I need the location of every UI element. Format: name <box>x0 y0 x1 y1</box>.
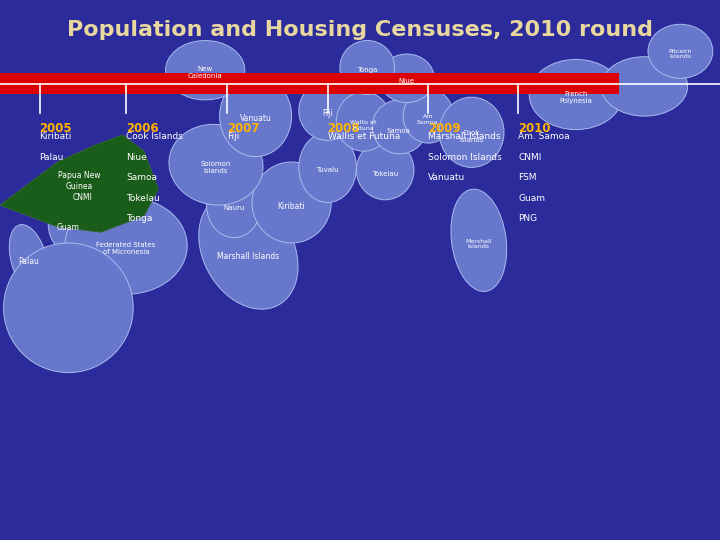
Ellipse shape <box>336 92 391 151</box>
Text: Niue: Niue <box>126 153 147 162</box>
Text: 2009: 2009 <box>428 122 461 134</box>
Ellipse shape <box>4 243 133 373</box>
Polygon shape <box>0 135 158 232</box>
Ellipse shape <box>356 140 414 200</box>
Text: 2006: 2006 <box>126 122 158 134</box>
FancyBboxPatch shape <box>0 73 619 94</box>
Ellipse shape <box>166 40 245 100</box>
Text: Papua New
Guinea: Papua New Guinea <box>58 171 101 191</box>
Text: 2010: 2010 <box>518 122 551 134</box>
Text: Samoa: Samoa <box>126 173 157 183</box>
Text: Tokelau: Tokelau <box>372 171 398 177</box>
Ellipse shape <box>648 24 713 78</box>
Text: Fiji: Fiji <box>323 109 333 118</box>
Text: Cook
Islands: Cook Islands <box>459 130 484 143</box>
Text: Federated States
of Micronesia: Federated States of Micronesia <box>96 242 156 255</box>
Text: Wallis et
Futuna: Wallis et Futuna <box>351 120 377 131</box>
Text: Guam: Guam <box>57 224 80 232</box>
Text: CNMI: CNMI <box>73 193 93 201</box>
Text: Guam: Guam <box>518 194 546 203</box>
Text: Palau: Palau <box>19 258 39 266</box>
Ellipse shape <box>61 159 104 230</box>
Ellipse shape <box>601 57 688 116</box>
Ellipse shape <box>220 76 292 157</box>
Text: Solomon
Islands: Solomon Islands <box>201 161 231 174</box>
Text: Am
Samoa: Am Samoa <box>417 114 438 125</box>
Text: Samoa: Samoa <box>386 127 410 134</box>
Ellipse shape <box>169 124 263 205</box>
Ellipse shape <box>372 100 427 154</box>
Text: 2008: 2008 <box>328 122 360 134</box>
Text: Wallis et Futuna: Wallis et Futuna <box>328 132 400 141</box>
Text: Marshall Islands: Marshall Islands <box>428 132 501 141</box>
Text: FSM: FSM <box>518 173 537 183</box>
Ellipse shape <box>451 189 507 292</box>
Ellipse shape <box>340 40 395 94</box>
Ellipse shape <box>48 197 89 251</box>
Text: Vanuatu: Vanuatu <box>240 114 271 123</box>
Text: CNMI: CNMI <box>518 153 541 162</box>
Ellipse shape <box>299 132 356 202</box>
Text: Marshall
Islands: Marshall Islands <box>466 239 492 249</box>
Text: Solomon Islands: Solomon Islands <box>428 153 502 162</box>
Text: Cook Islands: Cook Islands <box>126 132 183 141</box>
Text: Nauru: Nauru <box>223 205 245 211</box>
Text: Niue: Niue <box>399 78 415 84</box>
Text: Marshall Islands: Marshall Islands <box>217 252 279 261</box>
Text: Tonga: Tonga <box>357 67 377 73</box>
Text: Tonga: Tonga <box>126 214 153 224</box>
Ellipse shape <box>379 54 434 103</box>
Text: Population and Housing Censuses, 2010 round: Population and Housing Censuses, 2010 ro… <box>67 19 653 40</box>
Text: Am. Samoa: Am. Samoa <box>518 132 570 141</box>
Text: Palau: Palau <box>40 153 64 162</box>
Text: Tokelau: Tokelau <box>126 194 160 203</box>
Text: Fiji: Fiji <box>227 132 239 141</box>
Text: Tuvalu: Tuvalu <box>316 167 339 173</box>
Ellipse shape <box>403 89 454 143</box>
Text: Vanuatu: Vanuatu <box>428 173 466 183</box>
Ellipse shape <box>207 173 261 238</box>
Ellipse shape <box>252 162 331 243</box>
Text: New
Caledonia: New Caledonia <box>188 66 222 79</box>
Ellipse shape <box>299 81 356 140</box>
Text: Kiribati: Kiribati <box>40 132 72 141</box>
Ellipse shape <box>9 225 48 294</box>
Text: Pitcairn
Islands: Pitcairn Islands <box>669 49 692 59</box>
Text: Kiribati: Kiribati <box>278 202 305 211</box>
Text: PNG: PNG <box>518 214 538 224</box>
Text: French
Polynesia: French Polynesia <box>559 91 593 104</box>
Ellipse shape <box>439 97 504 167</box>
Text: 2005: 2005 <box>40 122 72 134</box>
Text: 2007: 2007 <box>227 122 259 134</box>
Ellipse shape <box>199 193 298 309</box>
Ellipse shape <box>529 59 623 130</box>
Ellipse shape <box>65 197 187 294</box>
